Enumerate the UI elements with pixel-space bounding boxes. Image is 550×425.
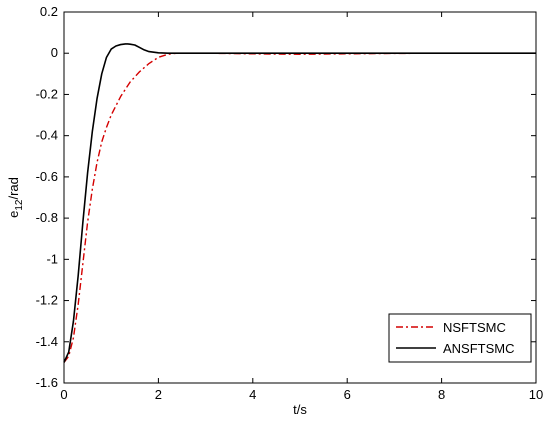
y-tick-label: 0.2 — [40, 4, 58, 19]
plot-lines — [63, 43, 536, 363]
x-tick-label: 8 — [438, 387, 445, 402]
x-tick-label: 4 — [249, 387, 256, 402]
x-tick-label: 0 — [60, 387, 67, 402]
y-tick-label: 0 — [51, 45, 58, 60]
axis-ticks — [63, 11, 537, 384]
y-axis-label: e12/rad — [6, 177, 25, 218]
y-tick-label: -0.8 — [36, 210, 58, 225]
x-tick-label: 6 — [344, 387, 351, 402]
y-tick-label: -1.2 — [36, 293, 58, 308]
x-tick-label: 10 — [529, 387, 543, 402]
y-tick-label: -1.4 — [36, 334, 58, 349]
legend-label-ansftsmc: ANSFTSMC — [443, 341, 515, 356]
y-tick-label: -1.6 — [36, 375, 58, 390]
y-tick-label: -1 — [46, 251, 58, 266]
y-tick-label: -0.6 — [36, 169, 58, 184]
plot-frame — [63, 11, 537, 384]
x-tick-label: 2 — [155, 387, 162, 402]
y-axis-label-main: e — [6, 211, 21, 218]
series-line-ansftsmc — [63, 43, 536, 363]
x-axis-label: t/s — [293, 402, 307, 417]
y-tick-label: -0.2 — [36, 86, 58, 101]
y-axis-label-subscript: 12 — [14, 199, 25, 211]
legend-box — [388, 313, 532, 363]
tick-labels: 0 2 4 6 8 10 -1.6 -1.4 -1.2 -1 -0.8 -0.6 -0.4 -0.2 0 0.… — [36, 4, 544, 402]
y-axis-label-rest: /rad — [6, 177, 21, 199]
y-tick-label: -0.4 — [36, 128, 58, 143]
legend-label-nsftsmc: NSFTSMC — [443, 320, 506, 335]
legend: NSFTSMC ANSFTSMC — [388, 313, 532, 363]
